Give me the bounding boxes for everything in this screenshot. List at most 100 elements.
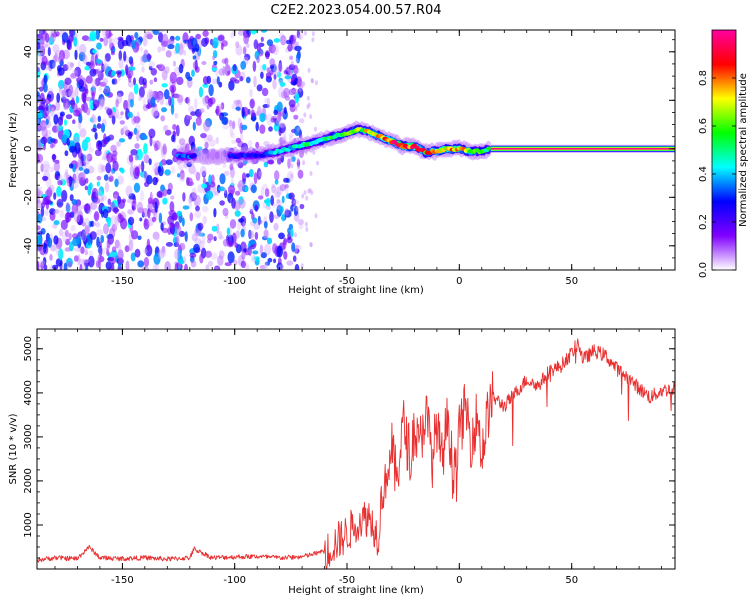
noise-speckle <box>233 99 241 105</box>
noise-speckle <box>126 198 134 204</box>
noise-speckle <box>286 260 294 266</box>
noise-speckle <box>293 114 299 120</box>
noise-speckle <box>240 60 247 70</box>
noise-speckle <box>93 211 100 222</box>
noise-speckle <box>259 112 266 123</box>
noise-speckle <box>260 186 264 199</box>
ridge-halo <box>199 148 207 165</box>
noise-speckle <box>250 30 258 35</box>
noise-speckle <box>251 255 257 263</box>
noise-speckle <box>215 137 219 144</box>
noise-speckle <box>218 230 223 240</box>
noise-speckle <box>65 202 70 212</box>
noise-speckle <box>220 235 224 240</box>
noise-speckle <box>241 250 246 261</box>
x-tick-label: 0 <box>456 276 462 287</box>
noise-speckle <box>127 209 133 215</box>
noise-speckle <box>241 106 245 118</box>
noise-speckle <box>61 89 67 97</box>
noise-speckle <box>299 118 305 124</box>
colorbar-label: Normalized spectral amplitude <box>738 73 749 227</box>
noise-speckle <box>296 68 300 74</box>
noise-speckle <box>283 106 287 115</box>
noise-speckle <box>143 143 148 155</box>
noise-speckle <box>117 266 123 270</box>
noise-speckle <box>263 161 269 168</box>
noise-speckle <box>184 231 188 242</box>
noise-speckle <box>58 248 64 261</box>
noise-speckle <box>81 104 85 112</box>
noise-speckle <box>64 229 69 238</box>
x-tick-label: 50 <box>565 575 578 586</box>
noise-speckle <box>295 244 299 250</box>
noise-speckle <box>65 169 69 178</box>
noise-speckle <box>263 140 270 147</box>
noise-speckle <box>137 260 145 268</box>
noise-speckle <box>291 75 295 83</box>
noise-speckle <box>78 79 85 88</box>
noise-speckle <box>105 261 112 270</box>
noise-speckle <box>304 149 308 155</box>
noise-speckle <box>168 210 173 216</box>
noise-speckle <box>113 206 119 215</box>
noise-speckle <box>265 50 270 60</box>
noise-speckle <box>39 86 44 92</box>
noise-speckle <box>81 171 86 181</box>
noise-speckle <box>43 163 51 169</box>
noise-speckle <box>190 141 196 153</box>
noise-speckle <box>90 117 94 123</box>
noise-speckle <box>138 86 145 98</box>
noise-speckle <box>172 212 178 221</box>
noise-speckle <box>48 59 56 69</box>
noise-speckle <box>107 37 115 45</box>
noise-speckle <box>56 123 60 134</box>
noise-speckle <box>192 121 196 131</box>
noise-speckle <box>198 86 204 98</box>
x-tick-label: 50 <box>565 276 578 287</box>
noise-speckle <box>85 107 91 116</box>
noise-speckle <box>259 264 266 270</box>
ridge-halo <box>220 148 228 165</box>
noise-speckle <box>266 113 273 126</box>
noise-speckle <box>134 166 140 177</box>
noise-speckle <box>53 160 60 172</box>
noise-speckle <box>283 177 290 183</box>
noise-speckle <box>307 67 311 73</box>
noise-speckle <box>114 239 120 249</box>
noise-speckle <box>184 263 188 270</box>
noise-speckle <box>196 151 201 157</box>
noise-speckle <box>163 89 170 100</box>
noise-speckle <box>91 187 99 200</box>
noise-speckle <box>103 223 109 235</box>
noise-speckle <box>162 33 169 46</box>
noise-speckle <box>151 216 156 223</box>
noise-speckle <box>263 221 268 229</box>
noise-speckle <box>94 198 101 204</box>
x-tick-label: -100 <box>223 276 246 287</box>
noise-speckle <box>208 97 213 108</box>
noise-speckle <box>160 184 165 192</box>
noise-speckle <box>256 84 263 92</box>
noise-speckle <box>195 33 202 40</box>
noise-speckle <box>217 35 225 41</box>
noise-speckle <box>88 147 94 153</box>
noise-speckle <box>64 77 72 85</box>
noise-speckle <box>198 232 206 237</box>
noise-speckle <box>65 102 69 111</box>
noise-speckle <box>195 116 202 126</box>
noise-speckle <box>220 42 224 51</box>
noise-speckle <box>223 187 227 194</box>
noise-speckle <box>79 258 85 264</box>
noise-speckle <box>73 210 81 223</box>
noise-speckle <box>263 262 268 270</box>
y-tick-label: -40 <box>23 238 34 254</box>
noise-speckle <box>117 38 125 50</box>
noise-speckle <box>61 90 68 100</box>
noise-speckle <box>158 212 163 224</box>
noise-speckle <box>253 222 260 230</box>
noise-speckle <box>56 124 64 132</box>
noise-speckle <box>303 112 307 118</box>
noise-speckle <box>50 244 57 252</box>
noise-speckle <box>291 242 296 253</box>
noise-speckle <box>140 46 144 52</box>
